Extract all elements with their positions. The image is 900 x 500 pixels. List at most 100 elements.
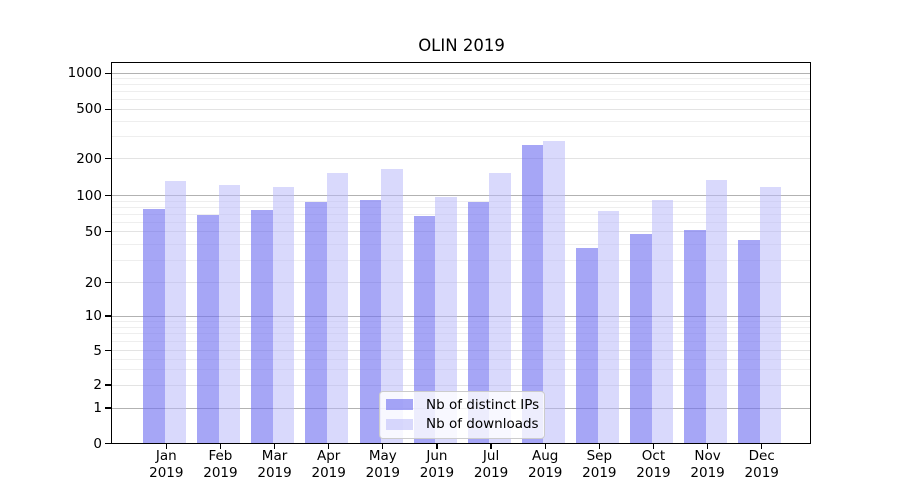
x-tick-mark-may bbox=[382, 443, 384, 449]
gridline-700 bbox=[111, 91, 811, 93]
bar-downloads-jun bbox=[435, 196, 457, 444]
bar-downloads-aug bbox=[543, 141, 565, 444]
bar-downloads-dec bbox=[759, 186, 782, 444]
x-tick-label-dec: Dec 2019 bbox=[732, 448, 792, 481]
x-tick-month: Jul bbox=[482, 448, 500, 464]
x-tick-year: 2019 bbox=[149, 464, 184, 481]
x-tick-month: Aug bbox=[532, 448, 559, 464]
gridline-800 bbox=[111, 84, 811, 86]
x-tick-label-nov: Nov 2019 bbox=[678, 448, 738, 481]
gridline-2 bbox=[111, 384, 811, 386]
y-tick-mark-10 bbox=[104, 315, 111, 317]
x-tick-label-may: May 2019 bbox=[353, 448, 413, 481]
x-tick-month: Mar bbox=[261, 448, 288, 464]
x-tick-label-apr: Apr 2019 bbox=[299, 448, 359, 481]
x-tick-mark-jul bbox=[490, 443, 492, 449]
bar-downloads-oct bbox=[651, 200, 674, 444]
x-tick-mark-jun bbox=[436, 443, 438, 449]
bar-distinct-ips-dec bbox=[738, 240, 760, 444]
gridline-100 bbox=[111, 195, 811, 196]
x-tick-year: 2019 bbox=[744, 464, 779, 481]
chart-title: OLIN 2019 bbox=[418, 36, 505, 55]
legend: Nb of distinct IPs Nb of downloads bbox=[379, 390, 545, 439]
x-tick-mark-mar bbox=[273, 443, 276, 449]
gridline-300 bbox=[111, 136, 811, 138]
gridline-4 bbox=[111, 358, 811, 360]
bar-distinct-ips-nov bbox=[684, 229, 706, 444]
gridline-9 bbox=[111, 320, 811, 322]
y-tick-label-2: 2 bbox=[93, 377, 102, 393]
legend-label-downloads: Nb of downloads bbox=[426, 416, 539, 433]
bar-downloads-apr bbox=[326, 172, 349, 444]
y-tick-mark-1 bbox=[104, 407, 111, 409]
x-tick-month: May bbox=[368, 448, 397, 464]
x-tick-month: Nov bbox=[694, 448, 721, 464]
x-tick-label-feb: Feb 2019 bbox=[190, 448, 250, 481]
y-tick-mark-100 bbox=[104, 194, 111, 197]
x-tick-year: 2019 bbox=[257, 464, 292, 481]
legend-label-distinct-ips: Nb of distinct IPs bbox=[426, 396, 540, 413]
y-tick-mark-20 bbox=[104, 282, 111, 284]
y-tick-label-50: 50 bbox=[84, 223, 102, 240]
gridline-1000 bbox=[111, 72, 811, 74]
x-tick-mark-oct bbox=[652, 443, 655, 449]
bar-distinct-ips-oct bbox=[630, 233, 652, 444]
x-tick-year: 2019 bbox=[690, 464, 725, 481]
x-tick-month: Apr bbox=[317, 448, 341, 464]
x-tick-year: 2019 bbox=[582, 464, 617, 481]
x-tick-month: Jan bbox=[155, 448, 177, 464]
x-tick-mark-aug bbox=[544, 443, 546, 449]
y-tick-mark-2 bbox=[104, 384, 111, 386]
y-tick-mark-500 bbox=[104, 108, 111, 110]
x-tick-label-jun: Jun 2019 bbox=[407, 448, 467, 481]
y-tick-label-100: 100 bbox=[76, 187, 102, 204]
bar-downloads-sep bbox=[597, 211, 620, 444]
gridline-200 bbox=[111, 158, 811, 159]
bar-distinct-ips-sep bbox=[576, 248, 598, 444]
y-tick-mark-50 bbox=[104, 231, 111, 233]
x-tick-year: 2019 bbox=[203, 464, 238, 481]
gridline-8 bbox=[111, 326, 811, 328]
x-tick-mark-jan bbox=[165, 443, 167, 449]
bar-distinct-ips-jul bbox=[467, 201, 490, 444]
y-tick-mark-5 bbox=[104, 350, 111, 352]
y-tick-label-0: 0 bbox=[93, 435, 102, 452]
x-tick-month: Sep bbox=[586, 448, 613, 464]
gridline-50 bbox=[111, 231, 811, 233]
gridline-20 bbox=[111, 282, 811, 284]
legend-item-distinct-ips: Nb of distinct IPs bbox=[386, 397, 544, 413]
x-tick-year: 2019 bbox=[636, 464, 671, 481]
bar-downloads-may bbox=[381, 169, 403, 444]
x-tick-month: Dec bbox=[748, 448, 775, 464]
x-tick-label-jul: Jul 2019 bbox=[461, 448, 521, 481]
bar-distinct-ips-apr bbox=[305, 201, 327, 444]
x-tick-mark-sep bbox=[598, 443, 600, 449]
gridline-5 bbox=[111, 350, 811, 352]
x-tick-mark-nov bbox=[706, 443, 709, 449]
x-tick-year: 2019 bbox=[365, 464, 400, 481]
legend-item-downloads: Nb of downloads bbox=[386, 416, 544, 432]
gridline-10 bbox=[111, 315, 811, 317]
x-tick-year: 2019 bbox=[419, 464, 455, 481]
x-tick-mark-feb bbox=[219, 443, 222, 449]
y-tick-label-500: 500 bbox=[76, 101, 102, 118]
bar-downloads-nov bbox=[705, 180, 728, 444]
y-tick-mark-200 bbox=[104, 157, 111, 160]
gridline-90 bbox=[111, 200, 811, 202]
bar-downloads-jul bbox=[489, 173, 511, 444]
y-tick-label-1: 1 bbox=[93, 400, 102, 416]
x-tick-month: Oct bbox=[641, 448, 666, 464]
x-tick-month: Feb bbox=[208, 448, 233, 464]
y-tick-label-5: 5 bbox=[93, 342, 102, 359]
y-tick-mark-0 bbox=[104, 442, 111, 445]
bar-distinct-ips-aug bbox=[521, 145, 544, 444]
bar-downloads-mar bbox=[272, 186, 295, 444]
x-tick-label-sep: Sep 2019 bbox=[569, 448, 629, 481]
x-tick-year: 2019 bbox=[311, 464, 346, 481]
gridline-500 bbox=[111, 108, 811, 110]
legend-swatch-distinct-ips bbox=[386, 399, 413, 411]
x-tick-label-oct: Oct 2019 bbox=[623, 448, 683, 481]
bar-distinct-ips-jun bbox=[413, 215, 436, 444]
bar-distinct-ips-feb bbox=[197, 214, 219, 444]
